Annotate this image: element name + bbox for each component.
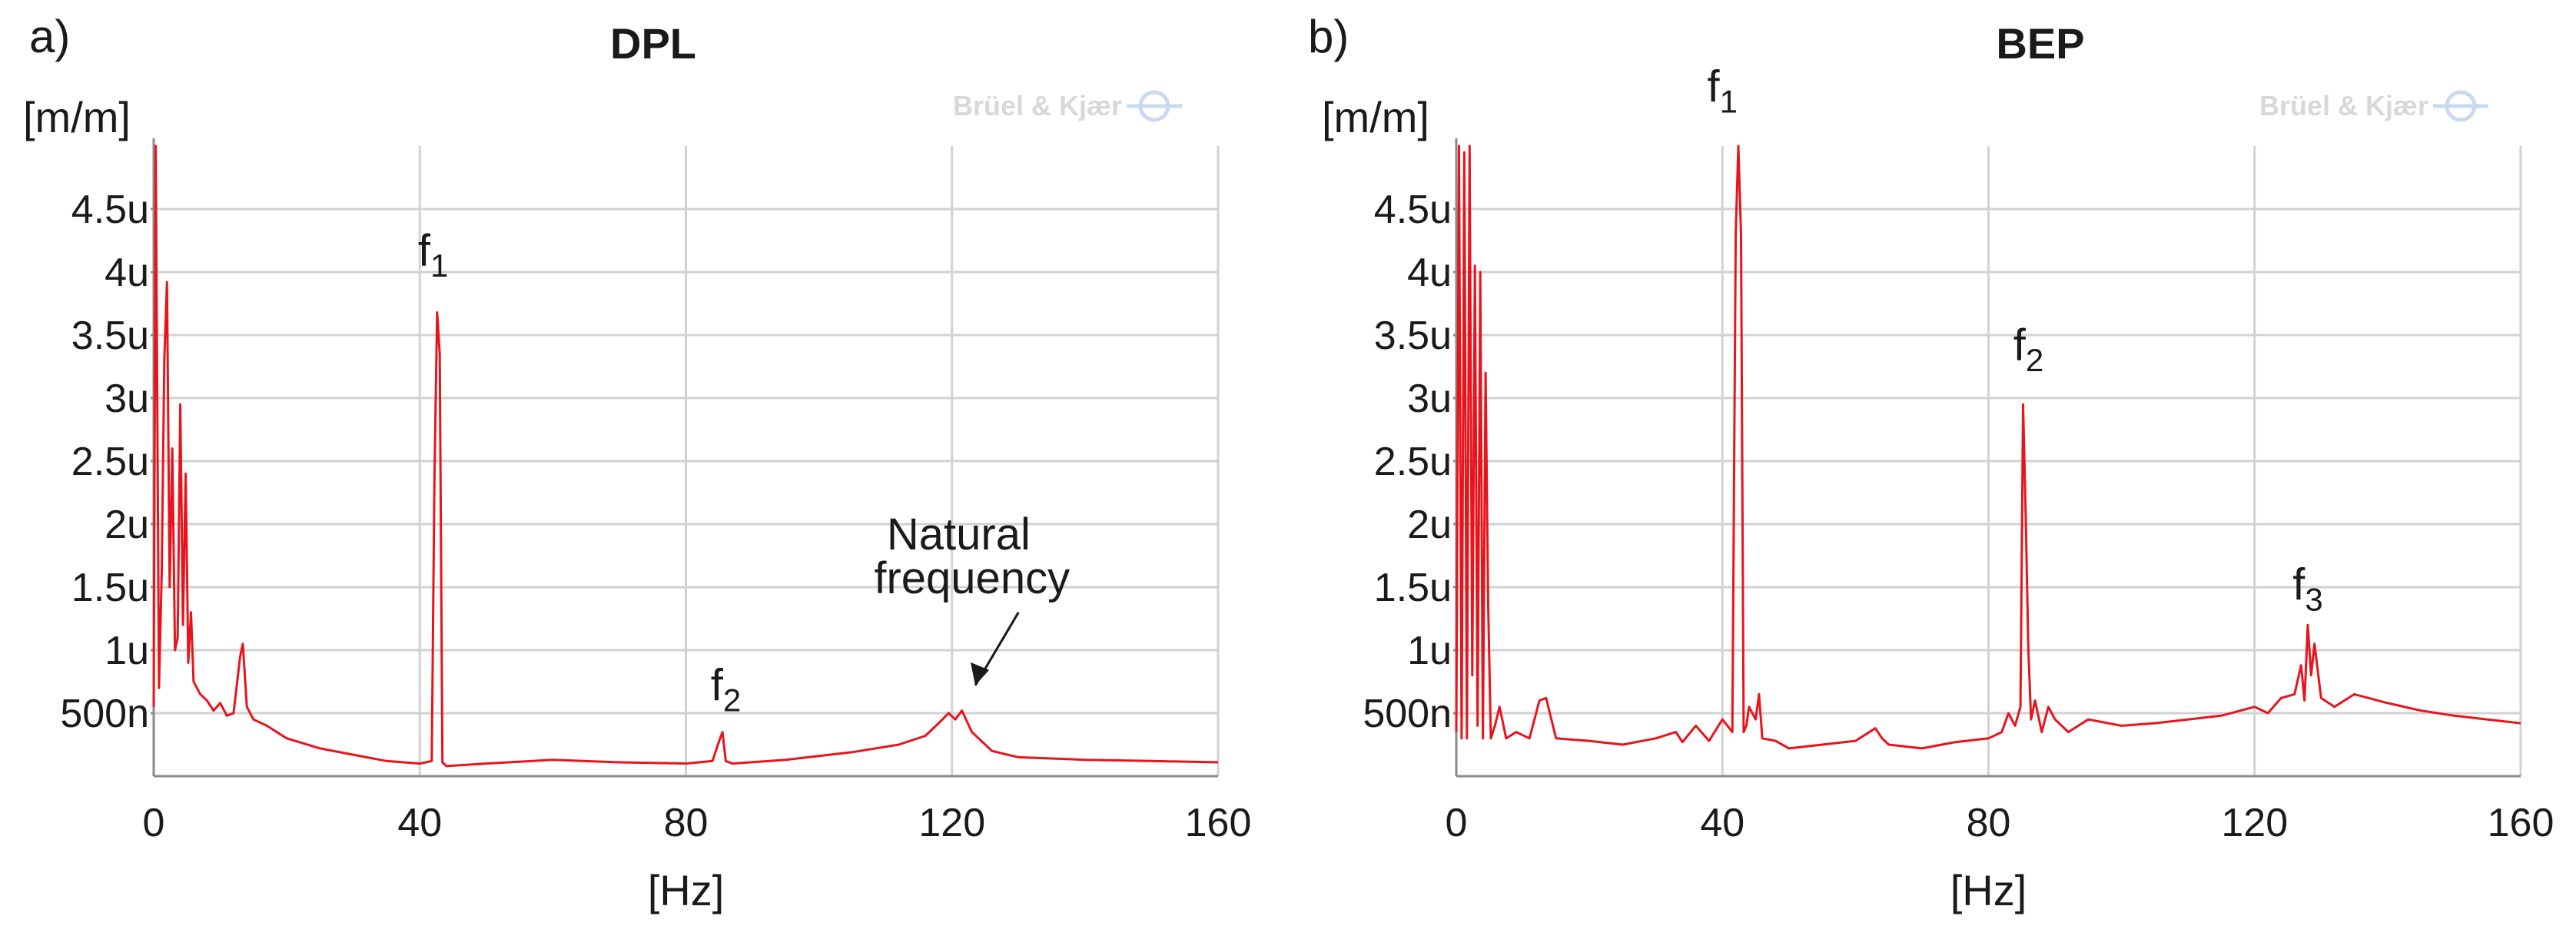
annotation-subscript: 1 xyxy=(1720,84,1738,120)
x-axis-label: [Hz] xyxy=(648,866,725,914)
y-tick-label: 3.5u xyxy=(1374,314,1452,358)
annotation-label: Natural xyxy=(887,509,1031,559)
x-tick-label: 80 xyxy=(664,801,709,845)
y-tick-label: 4.5u xyxy=(1374,188,1452,232)
annotation-subscript: 2 xyxy=(2026,342,2043,378)
x-tick-label: 40 xyxy=(397,801,442,845)
y-tick-label: 3u xyxy=(105,377,149,421)
y-tick-label: 3u xyxy=(1407,377,1452,421)
chart-title: BEP xyxy=(1996,19,2084,68)
y-tick-label: 4.5u xyxy=(71,188,149,232)
annotation-arrowhead xyxy=(971,662,990,685)
x-tick-label: 80 xyxy=(1967,801,2011,845)
annotation-subscript: 3 xyxy=(2305,581,2322,617)
x-tick-label: 40 xyxy=(1700,801,1744,845)
x-tick-label: 160 xyxy=(2488,801,2554,845)
y-tick-label: 1u xyxy=(105,629,149,673)
series-line xyxy=(1455,144,2521,750)
y-tick-label: 1u xyxy=(1407,629,1452,673)
annotation-label: f1 xyxy=(418,226,448,284)
panel-label: a) xyxy=(29,11,70,62)
y-tick-label: 2.5u xyxy=(1374,440,1452,484)
y-tick-label: 1.5u xyxy=(71,566,149,610)
watermark-text: Brüel & Kjær xyxy=(953,90,1122,121)
annotation-subscript: 2 xyxy=(723,682,741,719)
x-tick-label: 0 xyxy=(1446,801,1468,845)
chart-panel-1: 500n 1u 1.5u 2u 2.5u 3u 3.5u 4u 4.5u 0 40 80 120 160 [… xyxy=(23,11,1251,914)
x-tick-label: 160 xyxy=(1185,801,1252,845)
x-axis-label: [Hz] xyxy=(1950,866,2027,914)
x-tick-label: 0 xyxy=(143,801,165,845)
series-line xyxy=(152,144,1219,768)
watermark-text: Brüel & Kjær xyxy=(2259,90,2428,121)
x-tick-label: 120 xyxy=(2221,801,2288,845)
y-tick-label: 2u xyxy=(1407,503,1452,547)
annotation-subscript: 1 xyxy=(430,247,448,284)
x-tick-label: 120 xyxy=(918,801,985,845)
y-axis-label: [m/m] xyxy=(1322,93,1429,141)
y-tick-label: 4u xyxy=(105,251,149,295)
chart-title: DPL xyxy=(610,19,696,68)
y-tick-label: 2.5u xyxy=(71,440,149,484)
y-tick-label: 3.5u xyxy=(71,314,149,358)
y-tick-label: 4u xyxy=(1407,251,1452,295)
y-axis-label: [m/m] xyxy=(23,93,131,141)
y-tick-label: 500n xyxy=(60,692,149,736)
y-tick-label: 1.5u xyxy=(1374,566,1452,610)
y-tick-label: 2u xyxy=(105,503,149,547)
chart-panel-2: 500n 1u 1.5u 2u 2.5u 3u 3.5u 4u 4.5u 0 40 80 120 160 [… xyxy=(1308,11,2554,914)
annotation-label: frequency xyxy=(874,553,1070,603)
y-tick-label: 500n xyxy=(1363,692,1452,736)
panel-label: b) xyxy=(1308,11,1349,62)
